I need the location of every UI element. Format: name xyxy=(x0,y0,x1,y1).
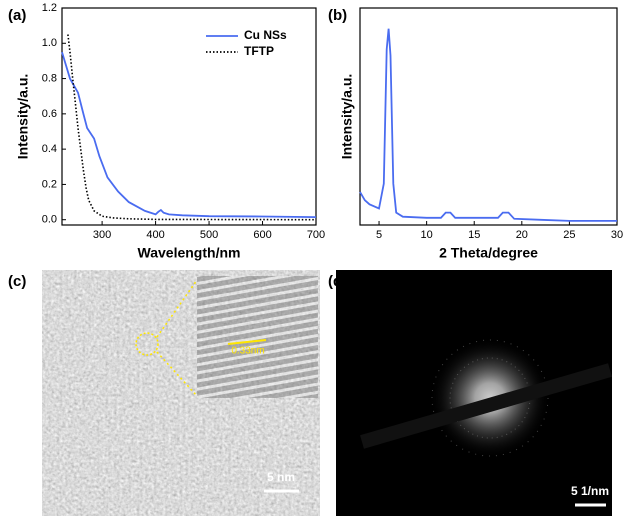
legend-label: TFTP xyxy=(244,44,274,58)
scale-bar-label: 5 nm xyxy=(267,470,295,484)
beam-stop xyxy=(360,363,612,449)
x-tick-label: 700 xyxy=(307,229,325,241)
tem-image: 0.33nm 5 nm (c) xyxy=(8,270,320,516)
panel-label: (c) xyxy=(8,273,26,290)
y-axis-label: Intensity/a.u. xyxy=(339,74,355,160)
x-tick-label: 5 xyxy=(376,229,382,241)
plot-frame xyxy=(61,7,317,226)
spacing-marker xyxy=(227,339,267,345)
legend-label: Cu NSs xyxy=(244,28,287,42)
data-line xyxy=(359,28,617,222)
x-axis-label: 2 Theta/degree xyxy=(439,245,538,261)
diffraction-image: 5 1/nm (d) xyxy=(328,270,612,516)
y-tick-label: 1.2 xyxy=(42,2,57,14)
panel-label: (a) xyxy=(8,7,26,24)
x-tick-label: 15 xyxy=(468,229,480,241)
y-axis-label: Intensity/a.u. xyxy=(15,74,31,160)
x-tick-label: 10 xyxy=(421,229,433,241)
x-tick-label: 300 xyxy=(93,229,111,241)
x-tick-label: 30 xyxy=(611,229,623,241)
panel-label: (d) xyxy=(328,273,347,290)
zoom-line xyxy=(156,279,198,338)
spacing-label: 0.33nm xyxy=(231,346,264,357)
y-tick-label: 1.0 xyxy=(42,37,57,49)
x-tick-label: 25 xyxy=(563,229,575,241)
y-tick-label: 0.4 xyxy=(42,143,57,155)
zoom-circle xyxy=(135,332,159,356)
x-tick-label: 400 xyxy=(146,229,164,241)
x-tick-label: 600 xyxy=(253,229,271,241)
plot-frame xyxy=(359,7,618,226)
inset-noise xyxy=(197,276,318,398)
y-tick-label: 0.0 xyxy=(42,214,57,226)
x-axis-label: Wavelength/nm xyxy=(138,245,241,261)
x-tick-label: 500 xyxy=(200,229,218,241)
data-line xyxy=(61,51,317,218)
y-tick-label: 0.2 xyxy=(42,178,57,190)
scale-bar-label: 5 1/nm xyxy=(571,484,609,498)
y-tick-label: 0.6 xyxy=(42,108,57,120)
panel-label: (b) xyxy=(328,7,347,24)
x-tick-label: 20 xyxy=(516,229,528,241)
diffraction-ring xyxy=(431,339,549,457)
y-tick-label: 0.8 xyxy=(42,72,57,84)
data-line xyxy=(67,34,317,221)
